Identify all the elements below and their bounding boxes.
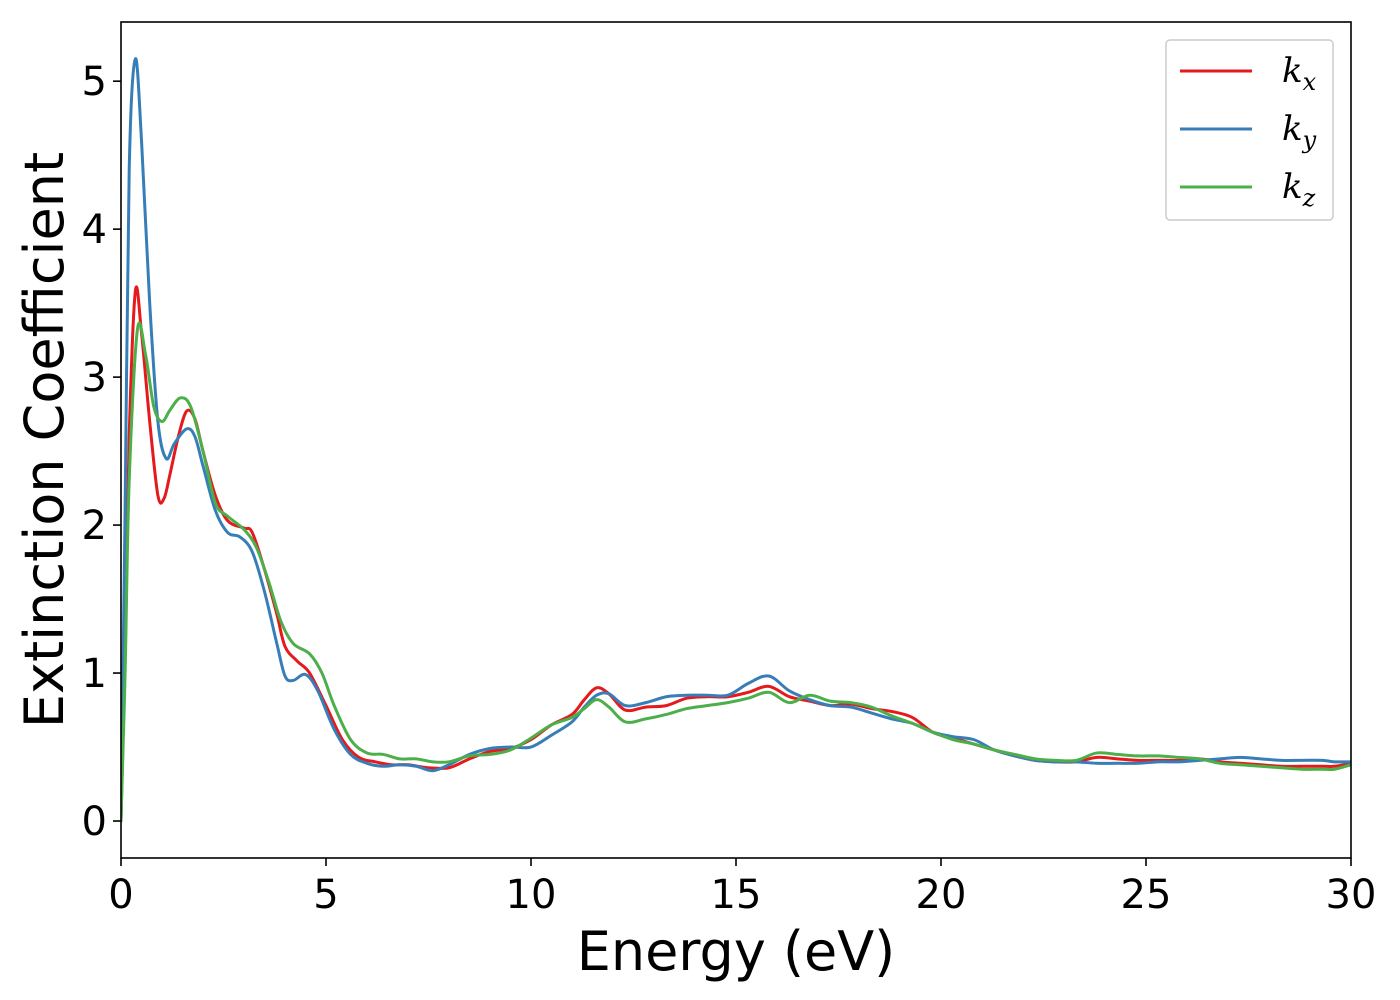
y-tick-label: 1 bbox=[82, 651, 107, 697]
series-line-kz bbox=[121, 321, 1351, 823]
x-tick-label: 15 bbox=[711, 872, 762, 918]
y-axis-title: Extinction Coefficient bbox=[13, 152, 76, 728]
x-tick-label: 25 bbox=[1121, 872, 1172, 918]
y-axis-ticks: 0 1 2 3 4 5 bbox=[82, 59, 121, 845]
y-tick-label: 3 bbox=[82, 355, 107, 401]
x-tick-label: 20 bbox=[916, 872, 967, 918]
x-tick-label: 30 bbox=[1326, 872, 1377, 918]
x-tick-label: 5 bbox=[313, 872, 338, 918]
y-tick-label: 0 bbox=[82, 799, 107, 845]
y-tick-label: 4 bbox=[82, 207, 107, 253]
x-tick-label: 10 bbox=[506, 872, 557, 918]
x-axis-title: Energy (eV) bbox=[577, 920, 896, 983]
legend-label-kz: kz bbox=[1282, 167, 1316, 212]
legend: kx ky kz bbox=[1165, 39, 1334, 221]
x-tick-label: 0 bbox=[108, 872, 133, 918]
x-axis-ticks: 0 5 10 15 20 25 30 bbox=[108, 858, 1376, 918]
legend-label-ky: ky bbox=[1282, 109, 1317, 154]
series-layer bbox=[121, 57, 1351, 823]
legend-label-kx: kx bbox=[1282, 51, 1317, 96]
y-tick-label: 2 bbox=[82, 503, 107, 549]
y-tick-label: 5 bbox=[82, 59, 107, 105]
